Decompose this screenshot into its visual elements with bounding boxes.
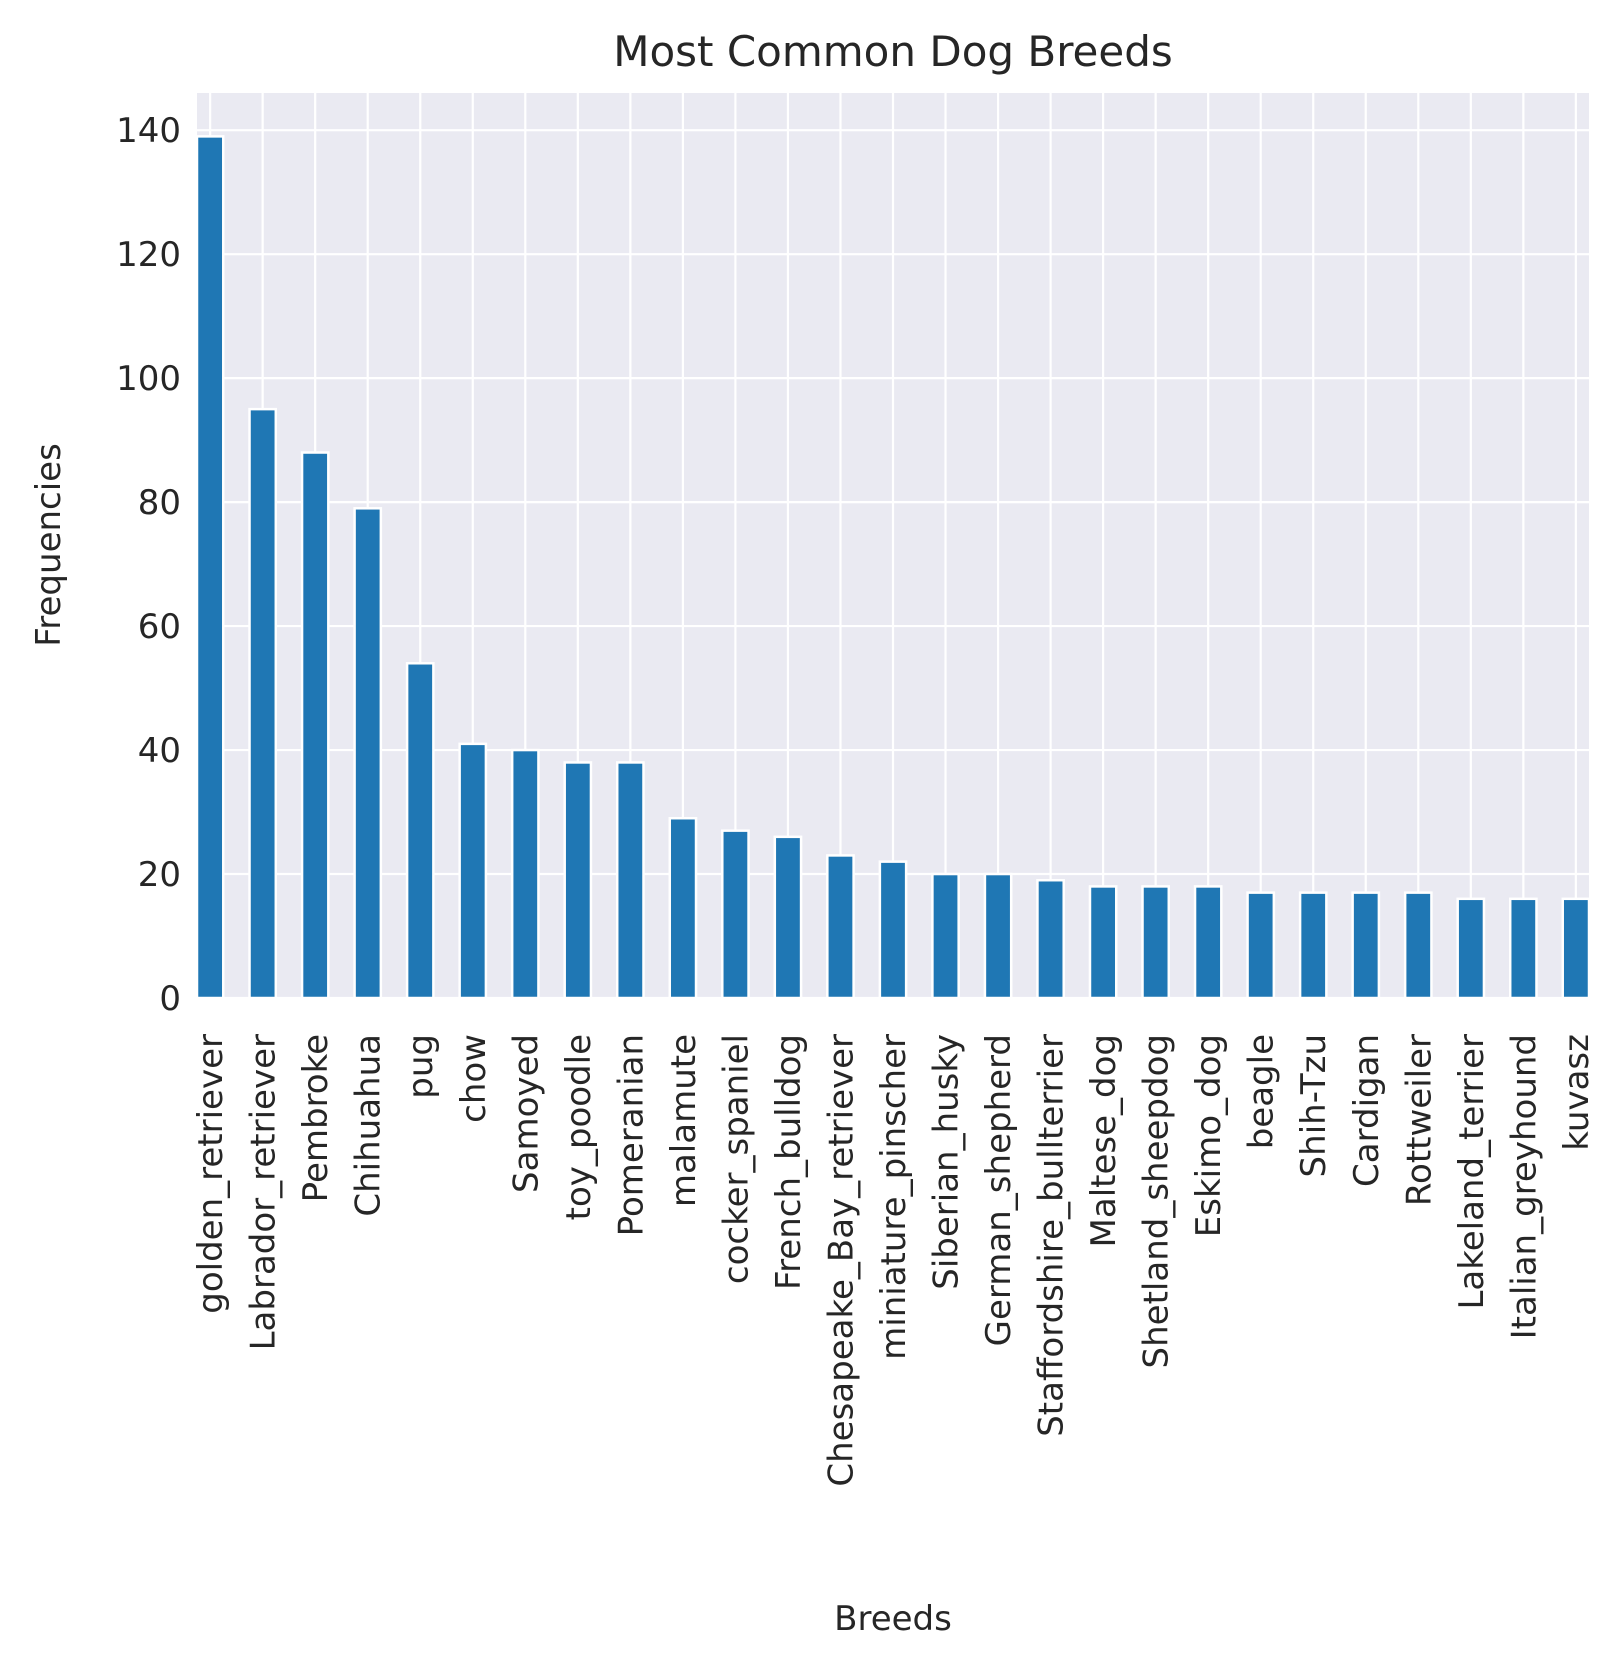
bar-german-shepherd (983, 872, 1013, 1000)
bar-chihuahua (353, 507, 383, 1000)
bar-chow (458, 742, 488, 1000)
bar-cardigan (1351, 891, 1381, 1000)
bar-cocker-spaniel (721, 829, 750, 1000)
bar-shetland-sheepdog (1141, 885, 1171, 1000)
bar-staffordshire-bullterrier (1036, 878, 1065, 1000)
x-tick-label: Eskimo_dog (1189, 1034, 1229, 1237)
x-tick-label: Lakeland_terrier (1452, 1034, 1492, 1310)
y-tick-label: 140 (116, 111, 181, 151)
x-tick-label: Chihuahua (349, 1034, 389, 1217)
x-axis-label: Breeds (834, 1599, 952, 1639)
y-tick-label: 60 (138, 607, 181, 647)
x-tick-label: Rottweiler (1399, 1034, 1439, 1206)
x-tick-label: Maltese_dog (1084, 1034, 1124, 1247)
x-tick-label: Samoyed (506, 1034, 546, 1193)
x-tick-label: German_shepherd (979, 1034, 1019, 1346)
x-tick-label: Pomeranian (611, 1034, 651, 1236)
bar-toy-poodle (563, 761, 593, 1000)
x-tick-label: Cardigan (1347, 1034, 1387, 1187)
bar-maltese-dog (1088, 885, 1118, 1000)
bar-lakeland-terrier (1456, 897, 1486, 1000)
bar-pomeranian (615, 761, 645, 1000)
y-tick-label: 120 (116, 235, 181, 275)
bar-pug (405, 662, 435, 1000)
x-tick-label: French_bulldog (769, 1034, 809, 1290)
x-tick-labels: golden_retriever Labrador_retriever Pembro… (191, 1034, 1597, 1487)
x-tick-label: miniature_pinscher (874, 1034, 914, 1360)
bar-samoyed (510, 748, 540, 1000)
bar-french-bulldog (773, 835, 803, 1000)
y-tick-labels: 0 20 40 60 80 100 120 140 (116, 111, 181, 1019)
x-tick-label: pug (401, 1034, 441, 1099)
x-tick-label: Pembroke (296, 1034, 336, 1202)
x-tick-label: beagle (1242, 1034, 1282, 1149)
bar-beagle (1246, 891, 1276, 1000)
x-tick-label: Staffordshire_bullterrier (1032, 1034, 1072, 1437)
bar-labrador-retriever (248, 407, 278, 1000)
x-tick-label: chow (454, 1034, 494, 1123)
x-tick-label: golden_retriever (191, 1034, 231, 1314)
y-tick-label: 100 (116, 359, 181, 399)
x-tick-label: malamute (664, 1034, 704, 1207)
bar-shih-tzu (1298, 891, 1328, 1000)
x-tick-label: Siberian_husky (927, 1034, 967, 1290)
x-tick-label: cocker_spaniel (716, 1034, 756, 1284)
bar-italian-greyhound (1508, 897, 1538, 1000)
bar-golden-retriever (195, 135, 225, 1000)
bar-pembroke (300, 451, 330, 1000)
bar-rottweiler (1403, 891, 1433, 1000)
bar-eskimo-dog (1193, 885, 1223, 1000)
chart-title: Most Common Dog Breeds (613, 27, 1173, 76)
bars (195, 135, 1591, 1000)
y-tick-label: 0 (159, 979, 181, 1019)
y-axis-label: Frequencies (29, 443, 69, 647)
bar-kuvasz (1561, 897, 1591, 1000)
x-tick-label: Italian_greyhound (1504, 1034, 1544, 1339)
x-tick-label: Shih-Tzu (1294, 1034, 1334, 1177)
x-tick-label: kuvasz (1557, 1034, 1597, 1151)
x-tick-label: Shetland_sheepdog (1137, 1034, 1177, 1368)
x-tick-label: Labrador_retriever (244, 1034, 284, 1350)
x-tick-label: toy_poodle (559, 1034, 599, 1220)
y-tick-label: 20 (138, 855, 181, 895)
bar-miniature-pinscher (878, 860, 908, 1000)
bar-chesapeake-bay-retriever (826, 854, 855, 1000)
x-tick-label: Chesapeake_Bay_retriever (821, 1034, 861, 1487)
bar-siberian-husky (931, 872, 960, 1000)
y-tick-label: 80 (138, 483, 181, 523)
bar-malamute (668, 816, 698, 1000)
y-tick-label: 40 (138, 731, 181, 771)
